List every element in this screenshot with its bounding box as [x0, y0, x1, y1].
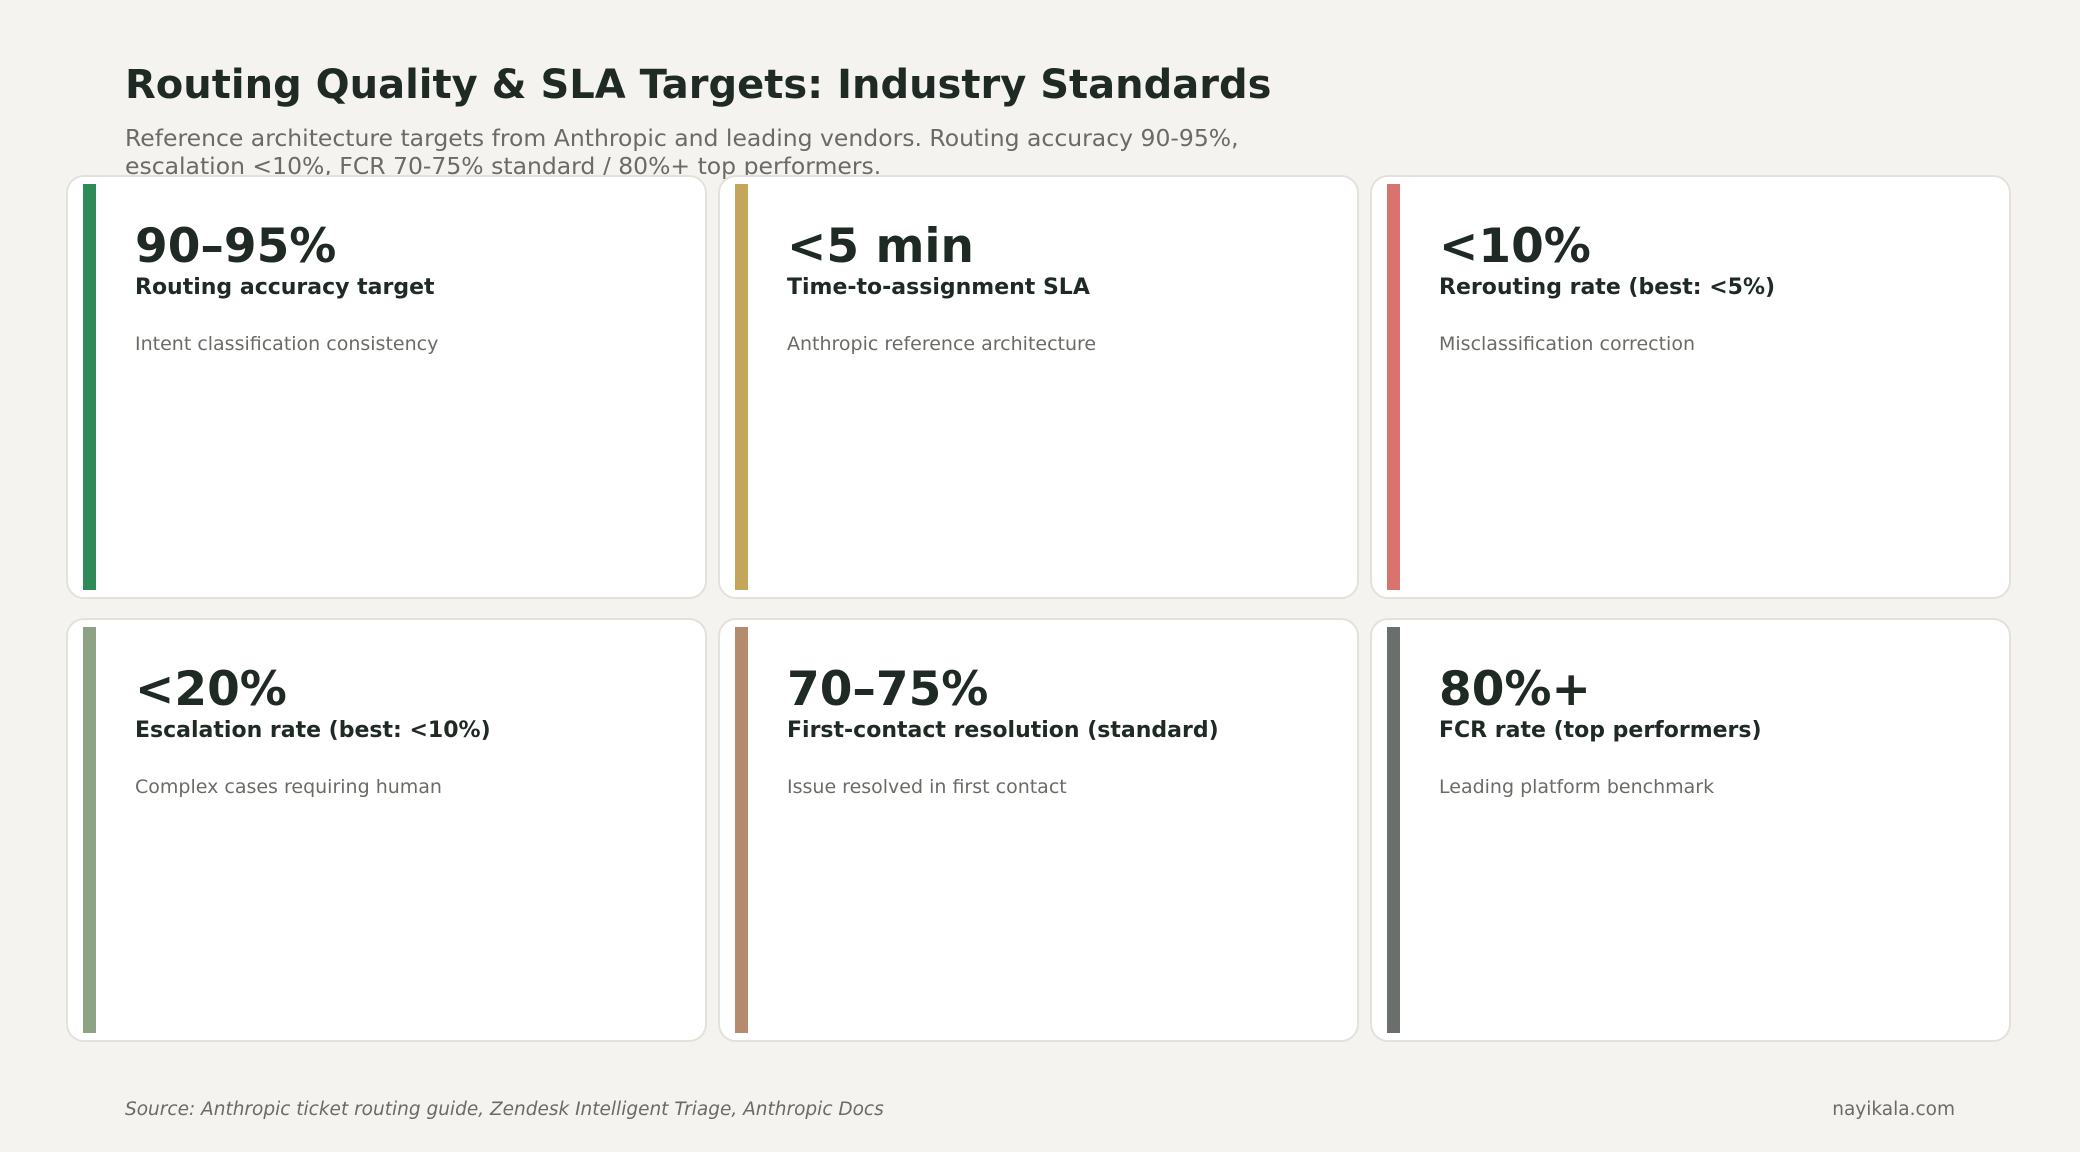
metric-label: Time-to-assignment SLA: [787, 275, 1090, 300]
metric-label: Routing accuracy target: [135, 275, 435, 300]
metric-description: Leading platform benchmark: [1439, 776, 1715, 798]
metric-value: 80%+: [1439, 662, 1591, 717]
metric-value: <5 min: [787, 219, 974, 274]
metric-label: FCR rate (top performers): [1439, 718, 1762, 743]
site-credit: nayikala.com: [1832, 1099, 1955, 1120]
card-accent-bar: [1387, 184, 1400, 590]
metric-label: Rerouting rate (best: <5%): [1439, 275, 1776, 300]
metric-card-rerouting-rate: <10% Rerouting rate (best: <5%) Misclass…: [1370, 175, 2011, 599]
metric-description: Misclassification correction: [1439, 333, 1695, 355]
metric-card-routing-accuracy: 90–95% Routing accuracy target Intent cl…: [66, 175, 707, 599]
metric-value: <10%: [1439, 219, 1591, 274]
source-footnote: Source: Anthropic ticket routing guide, …: [125, 1099, 884, 1120]
metric-label: First-contact resolution (standard): [787, 718, 1219, 743]
metric-description: Anthropic reference architecture: [787, 333, 1097, 355]
metric-value: 70–75%: [787, 662, 989, 717]
card-accent-bar: [83, 627, 96, 1033]
card-accent-bar: [735, 627, 748, 1033]
card-accent-bar: [83, 184, 96, 590]
page-subtitle: Reference architecture targets from Anth…: [125, 124, 1239, 180]
metric-description: Issue resolved in first contact: [787, 776, 1067, 798]
metric-card-time-to-assignment: <5 min Time-to-assignment SLA Anthropic …: [718, 175, 1359, 599]
metric-value: <20%: [135, 662, 287, 717]
card-accent-bar: [735, 184, 748, 590]
page-title: Routing Quality & SLA Targets: Industry …: [125, 62, 1272, 108]
metric-label: Escalation rate (best: <10%): [135, 718, 491, 743]
metric-card-escalation-rate: <20% Escalation rate (best: <10%) Comple…: [66, 618, 707, 1042]
card-accent-bar: [1387, 627, 1400, 1033]
metric-card-fcr-standard: 70–75% First-contact resolution (standar…: [718, 618, 1359, 1042]
metric-card-fcr-top-performers: 80%+ FCR rate (top performers) Leading p…: [1370, 618, 2011, 1042]
metric-description: Intent classification consistency: [135, 333, 439, 355]
metric-value: 90–95%: [135, 219, 337, 274]
metric-description: Complex cases requiring human: [135, 776, 442, 798]
